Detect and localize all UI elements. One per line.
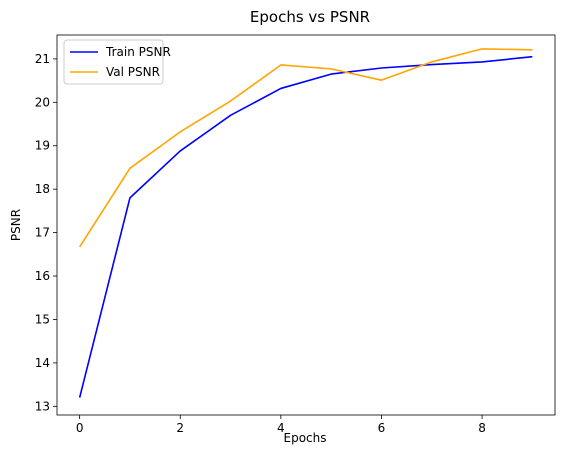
series-line-val-psnr [78,48,533,248]
y-axis-label: PSNR [9,209,23,241]
x-axis: 0 2 4 6 8 [76,415,486,435]
legend-box [63,39,164,85]
y-tick-label: 16 [35,269,50,283]
x-tick-label: 6 [378,421,386,435]
legend-label-val-psnr: Val PSNR [106,65,160,79]
x-tick-label: 2 [176,421,184,435]
y-tick-label: 14 [35,356,50,370]
y-tick-label: 21 [35,52,50,66]
x-tick-label: 4 [277,421,285,435]
y-tick-label: 17 [35,226,50,240]
series-line-train-psnr [78,55,533,398]
y-tick-label: 19 [35,139,50,153]
y-tick-label: 13 [35,399,50,413]
y-tick-label: 15 [35,312,50,326]
chart-title: Epochs vs PSNR [250,8,370,26]
plot-area [56,34,556,416]
x-axis-label: Epochs [284,431,327,445]
x-tick-label: 0 [76,421,84,435]
legend: Train PSNR Val PSNR [63,39,171,85]
x-tick-label: 8 [478,421,486,435]
series-lines [78,48,533,398]
y-axis: 13 14 15 16 17 18 19 20 21 [35,52,57,413]
y-tick-label: 20 [35,95,50,109]
y-tick-label: 18 [35,182,50,196]
legend-label-train-psnr: Train PSNR [105,45,171,59]
